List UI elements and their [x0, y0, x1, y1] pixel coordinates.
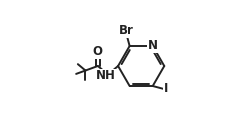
- Text: N: N: [148, 39, 158, 53]
- Text: O: O: [93, 45, 103, 58]
- Text: Br: Br: [119, 24, 134, 37]
- Text: I: I: [164, 82, 168, 95]
- Text: NH: NH: [96, 69, 116, 82]
